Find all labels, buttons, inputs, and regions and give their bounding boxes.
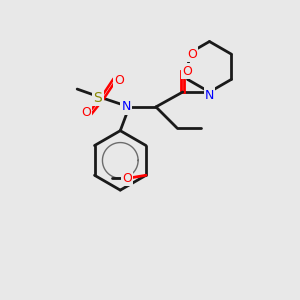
Text: O: O bbox=[122, 172, 132, 185]
Text: N: N bbox=[205, 88, 214, 101]
Text: O: O bbox=[81, 106, 91, 119]
Text: N: N bbox=[122, 100, 131, 113]
Text: O: O bbox=[114, 74, 124, 87]
Text: O: O bbox=[182, 65, 192, 78]
Text: S: S bbox=[94, 91, 102, 105]
Text: O: O bbox=[187, 48, 197, 61]
